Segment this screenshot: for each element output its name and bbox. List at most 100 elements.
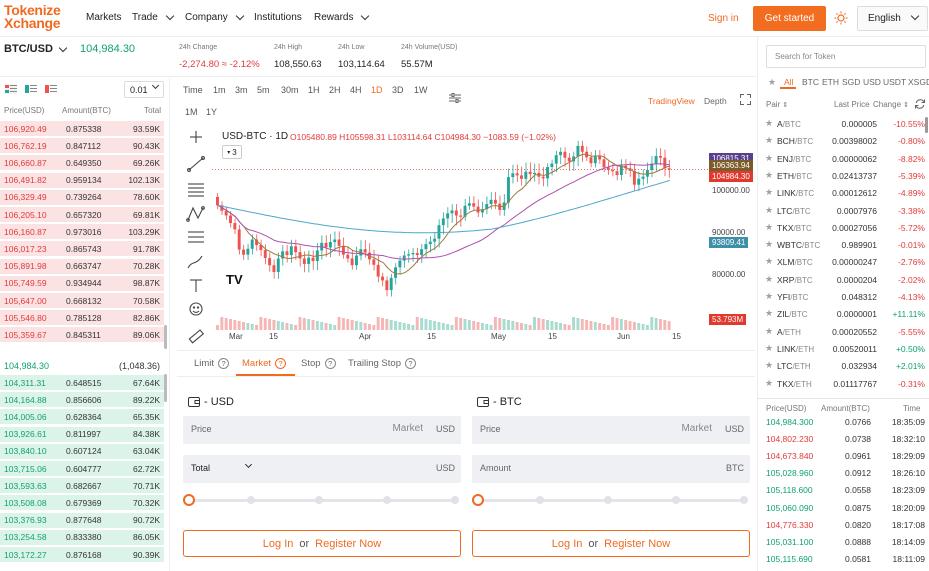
market-row[interactable]: ★ A/ETH 0.00020552 -5.55% bbox=[763, 324, 927, 341]
pattern-icon[interactable] bbox=[186, 206, 205, 222]
candlestick-chart[interactable] bbox=[212, 140, 708, 330]
timeframe-2h[interactable]: 2H bbox=[329, 85, 341, 95]
timeframe-1w[interactable]: 1W bbox=[414, 85, 428, 95]
buy-login-button[interactable]: Log In or Register Now bbox=[183, 530, 461, 557]
precision-select[interactable]: 0.01 bbox=[124, 81, 164, 98]
market-row[interactable]: ★ ENJ/BTC 0.00000062 -8.82% bbox=[763, 151, 927, 168]
depth-tab[interactable]: Depth bbox=[704, 96, 727, 106]
buy-price-field[interactable]: Price Market USD bbox=[183, 416, 461, 444]
bid-row[interactable]: 103,715.06 0.604777 62.72K bbox=[0, 460, 164, 477]
favorite-star-icon[interactable]: ★ bbox=[765, 152, 774, 163]
favorite-star-icon[interactable]: ★ bbox=[765, 256, 774, 267]
view-bids-icon[interactable] bbox=[25, 84, 37, 94]
favorite-star-icon[interactable]: ★ bbox=[765, 239, 774, 250]
brand-logo[interactable]: Tokenize Xchange bbox=[4, 2, 61, 31]
timeframe-30m[interactable]: 30m bbox=[281, 85, 299, 95]
favorite-star-icon[interactable]: ★ bbox=[765, 377, 774, 388]
help-icon[interactable]: ? bbox=[275, 358, 287, 369]
refresh-icon[interactable] bbox=[914, 98, 926, 110]
market-row[interactable]: ★ TKX/ETH 0.01117767 -0.31% bbox=[763, 376, 927, 393]
order-tab-market[interactable]: Market? bbox=[242, 358, 287, 369]
timeframe-1h[interactable]: 1H bbox=[308, 85, 320, 95]
ask-row[interactable]: 106,762.19 0.847112 90.43K bbox=[0, 137, 164, 154]
pair-selector[interactable]: BTC/USD bbox=[4, 43, 68, 55]
nav-institutions[interactable]: Institutions bbox=[254, 12, 302, 23]
timeframe-1m[interactable]: 1M bbox=[185, 107, 198, 117]
market-tab-eth[interactable]: ETH bbox=[822, 77, 839, 87]
view-both-icon[interactable] bbox=[5, 84, 17, 94]
language-select[interactable]: English bbox=[857, 6, 928, 31]
sell-amount-field[interactable]: Amount BTC bbox=[472, 455, 750, 483]
favorite-star-icon[interactable]: ★ bbox=[765, 273, 774, 284]
emoji-icon[interactable] bbox=[189, 302, 203, 316]
market-row[interactable]: ★ XRP/BTC 0.0000204 -2.02% bbox=[763, 272, 927, 289]
ask-row[interactable]: 105,647.00 0.668132 70.58K bbox=[0, 292, 164, 309]
view-asks-icon[interactable] bbox=[45, 84, 57, 94]
market-row[interactable]: ★ LTC/BTC 0.0007976 -3.38% bbox=[763, 203, 927, 220]
market-row[interactable]: ★ LINK/ETH 0.00520011 +0.50% bbox=[763, 341, 927, 358]
market-row[interactable]: ★ ETH/BTC 0.02413737 -5.39% bbox=[763, 168, 927, 185]
tradingview-tab[interactable]: TradingView bbox=[648, 96, 695, 106]
lastprice-col-header[interactable]: Last Price bbox=[834, 100, 870, 109]
get-started-button[interactable]: Get started bbox=[753, 6, 826, 31]
market-row[interactable]: ★ LINK/BTC 0.00012612 -4.89% bbox=[763, 185, 927, 202]
sell-price-field[interactable]: Price Market USD bbox=[472, 416, 750, 444]
theme-toggle-sun-icon[interactable] bbox=[834, 11, 848, 25]
favorite-star-icon[interactable]: ★ bbox=[765, 135, 774, 146]
market-tab-btc[interactable]: BTC bbox=[802, 77, 819, 87]
ask-row[interactable]: 106,920.49 0.875338 93.59K bbox=[0, 120, 164, 137]
timeframe-1m[interactable]: 1m bbox=[213, 85, 226, 95]
ask-row[interactable]: 106,491.82 0.959134 102.13K bbox=[0, 172, 164, 189]
bid-row[interactable]: 103,508.08 0.679369 70.32K bbox=[0, 494, 164, 511]
bids-scrollbar[interactable] bbox=[164, 374, 167, 402]
slider-step-dot[interactable] bbox=[247, 496, 255, 504]
market-row[interactable]: ★ TKX/BTC 0.00027056 -5.72% bbox=[763, 220, 927, 237]
market-row[interactable]: ★ BCH/BTC 0.00398002 -0.80% bbox=[763, 133, 927, 150]
asks-scrollbar[interactable] bbox=[164, 325, 167, 349]
ask-row[interactable]: 106,660.87 0.649350 69.26K bbox=[0, 154, 164, 171]
ask-row[interactable]: 106,017.23 0.865743 91.78K bbox=[0, 240, 164, 257]
market-scrollbar[interactable] bbox=[925, 117, 928, 133]
text-tool-icon[interactable] bbox=[190, 279, 202, 292]
sell-login-button[interactable]: Log In or Register Now bbox=[472, 530, 750, 557]
nav-trade[interactable]: Trade bbox=[132, 11, 175, 23]
slider-step-dot[interactable] bbox=[451, 496, 459, 504]
slider-step-dot[interactable] bbox=[740, 496, 748, 504]
slider-step-dot[interactable] bbox=[383, 496, 391, 504]
ruler-icon[interactable] bbox=[188, 329, 205, 344]
ask-row[interactable]: 105,891.98 0.663747 70.28K bbox=[0, 258, 164, 275]
help-icon[interactable]: ? bbox=[324, 358, 336, 369]
bid-row[interactable]: 103,172.27 0.876168 90.39K bbox=[0, 546, 164, 563]
favorite-star-icon[interactable]: ★ bbox=[765, 342, 774, 353]
fullscreen-icon[interactable] bbox=[739, 93, 752, 106]
timeframe-5m[interactable]: 5m bbox=[257, 85, 270, 95]
timeframe-1y[interactable]: 1Y bbox=[206, 107, 218, 117]
favorite-star-icon[interactable]: ★ bbox=[765, 204, 774, 215]
ask-row[interactable]: 106,160.87 0.973016 103.29K bbox=[0, 223, 164, 240]
favorite-star-icon[interactable]: ★ bbox=[765, 118, 774, 128]
buy-total-field[interactable]: Total USD bbox=[183, 455, 461, 483]
sell-amount-slider[interactable] bbox=[472, 494, 750, 507]
chevron-down-icon[interactable] bbox=[244, 460, 253, 469]
timeframe-4h[interactable]: 4H bbox=[350, 85, 362, 95]
market-row[interactable]: ★ XLM/BTC 0.00000247 -2.76% bbox=[763, 254, 927, 271]
change-col-header[interactable]: Change ⇕ bbox=[873, 100, 910, 109]
slider-handle[interactable] bbox=[183, 494, 195, 506]
slider-step-dot[interactable] bbox=[604, 496, 612, 504]
order-tab-limit[interactable]: Limit? bbox=[194, 358, 230, 369]
market-row[interactable]: ★ A/BTC 0.000005 -10.55% bbox=[763, 116, 927, 133]
ask-row[interactable]: 106,329.49 0.739264 78.60K bbox=[0, 189, 164, 206]
favorite-star-icon[interactable]: ★ bbox=[765, 221, 774, 232]
bid-row[interactable]: 103,840.10 0.607124 63.04K bbox=[0, 443, 164, 460]
buy-amount-slider[interactable] bbox=[183, 494, 461, 507]
sign-in-link[interactable]: Sign in bbox=[708, 13, 739, 24]
favorite-star-icon[interactable]: ★ bbox=[765, 187, 774, 198]
favorite-star-icon[interactable]: ★ bbox=[765, 360, 774, 371]
bid-row[interactable]: 103,593.63 0.682667 70.71K bbox=[0, 477, 164, 494]
market-row[interactable]: ★ ZIL/BTC 0.0000001 +11.11% bbox=[763, 306, 927, 323]
ask-row[interactable]: 105,546.80 0.785128 82.86K bbox=[0, 309, 164, 326]
nav-rewards[interactable]: Rewards bbox=[314, 11, 370, 23]
market-row[interactable]: ★ LTC/ETH 0.032934 +2.01% bbox=[763, 358, 927, 375]
market-tab-usd[interactable]: USD bbox=[863, 77, 881, 87]
bid-row[interactable]: 104,164.88 0.856606 89.22K bbox=[0, 391, 164, 408]
